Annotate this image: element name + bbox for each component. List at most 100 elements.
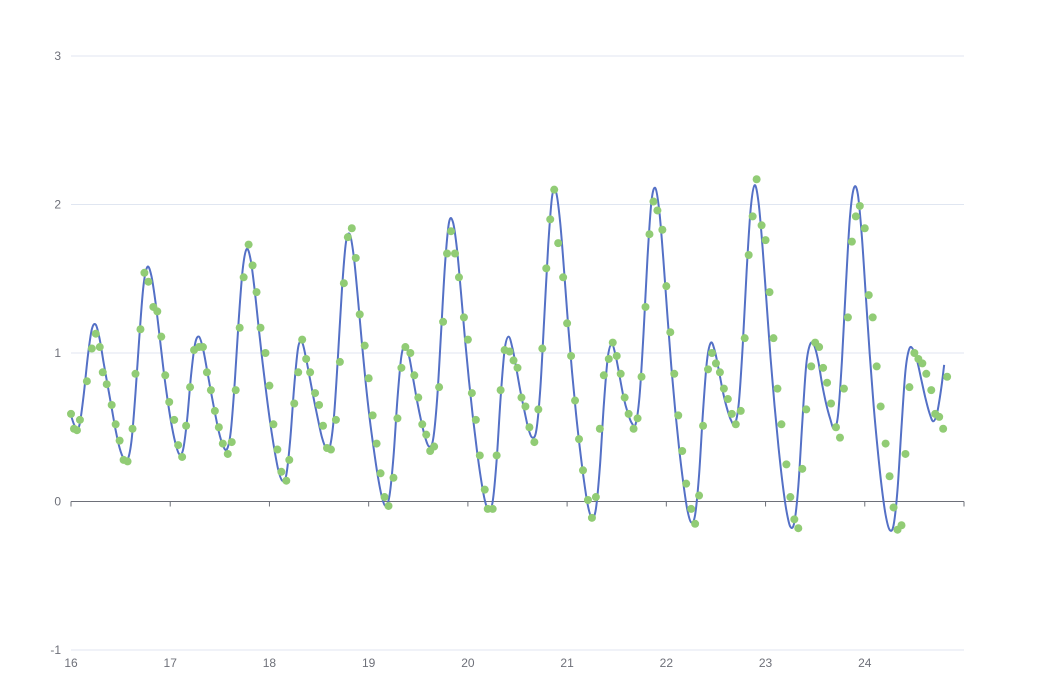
data-point xyxy=(790,515,799,524)
data-point xyxy=(178,452,187,461)
data-point xyxy=(839,384,848,393)
data-point xyxy=(802,405,811,414)
data-point xyxy=(765,288,774,297)
data-point xyxy=(380,493,389,502)
data-point xyxy=(277,467,286,476)
data-point xyxy=(360,341,369,350)
y-tick-label: 3 xyxy=(54,49,61,63)
data-point xyxy=(111,420,120,429)
data-point xyxy=(123,457,132,466)
data-point xyxy=(761,236,770,245)
data-point xyxy=(731,420,740,429)
data-point xyxy=(748,212,757,221)
data-point xyxy=(855,201,864,210)
data-point xyxy=(282,476,291,485)
data-point xyxy=(901,449,910,458)
data-point xyxy=(538,344,547,353)
data-point xyxy=(298,335,307,344)
data-point xyxy=(351,253,360,262)
data-point xyxy=(740,334,749,343)
data-point xyxy=(471,415,480,424)
data-point xyxy=(823,378,832,387)
data-point xyxy=(678,447,687,456)
data-point xyxy=(290,399,299,408)
data-point xyxy=(406,349,415,357)
data-point xyxy=(496,386,505,395)
data-point xyxy=(807,362,816,371)
data-point xyxy=(174,441,183,450)
data-point xyxy=(513,363,522,372)
data-point xyxy=(736,406,745,415)
x-axis xyxy=(70,501,965,507)
data-point xyxy=(261,349,270,357)
data-point xyxy=(868,313,877,322)
data-point xyxy=(575,435,584,444)
data-point xyxy=(847,237,856,246)
horizontal-gridlines xyxy=(71,55,964,651)
data-point xyxy=(649,197,658,206)
data-point xyxy=(662,282,671,291)
x-tick-label: 17 xyxy=(164,656,178,670)
data-point xyxy=(876,402,885,411)
data-point xyxy=(794,524,803,533)
data-point xyxy=(343,233,352,242)
data-point xyxy=(530,438,539,447)
fitted-line-series xyxy=(70,184,946,532)
data-point xyxy=(115,436,124,445)
data-point xyxy=(393,414,402,423)
data-point xyxy=(752,175,761,184)
data-point xyxy=(860,224,869,233)
data-point xyxy=(699,421,708,430)
data-point xyxy=(186,383,195,392)
data-point xyxy=(368,411,377,420)
data-point xyxy=(682,479,691,488)
data-point xyxy=(559,273,568,282)
data-point xyxy=(492,451,501,460)
data-point xyxy=(711,359,720,368)
data-point xyxy=(595,424,604,433)
data-point xyxy=(218,439,227,448)
data-point xyxy=(815,343,824,352)
y-tick-label: 0 xyxy=(54,495,61,509)
data-point xyxy=(285,455,294,464)
data-point xyxy=(521,402,530,411)
data-point xyxy=(165,398,174,406)
data-point xyxy=(633,414,642,423)
data-point xyxy=(430,442,439,451)
data-point xyxy=(235,323,244,332)
data-point xyxy=(666,328,675,337)
data-point xyxy=(505,347,514,356)
data-point xyxy=(459,313,468,322)
data-point xyxy=(769,334,778,343)
data-point xyxy=(546,215,555,224)
data-point xyxy=(653,206,662,215)
data-point xyxy=(517,393,526,402)
data-point xyxy=(786,493,795,502)
data-point xyxy=(170,415,179,424)
data-point xyxy=(401,343,410,352)
data-point xyxy=(488,504,497,513)
data-point xyxy=(624,409,633,418)
y-axis-tick-labels: -1 0 1 2 3 xyxy=(50,49,61,657)
data-point xyxy=(571,396,580,405)
data-point xyxy=(273,445,282,454)
data-point xyxy=(239,273,248,282)
observed-points-series xyxy=(67,175,952,534)
data-point xyxy=(542,264,551,273)
data-point xyxy=(136,325,145,334)
x-tick-label: 22 xyxy=(660,656,674,670)
data-point xyxy=(252,288,261,297)
data-point xyxy=(881,439,890,448)
data-point xyxy=(637,372,646,381)
data-point xyxy=(95,343,104,352)
data-point xyxy=(612,351,621,360)
data-point xyxy=(567,351,576,360)
data-point xyxy=(311,389,320,398)
data-point xyxy=(294,368,303,377)
data-point xyxy=(202,368,211,377)
data-point xyxy=(723,395,732,404)
data-point xyxy=(269,420,278,429)
data-point xyxy=(744,250,753,259)
data-point xyxy=(782,460,791,469)
data-point xyxy=(248,261,257,270)
